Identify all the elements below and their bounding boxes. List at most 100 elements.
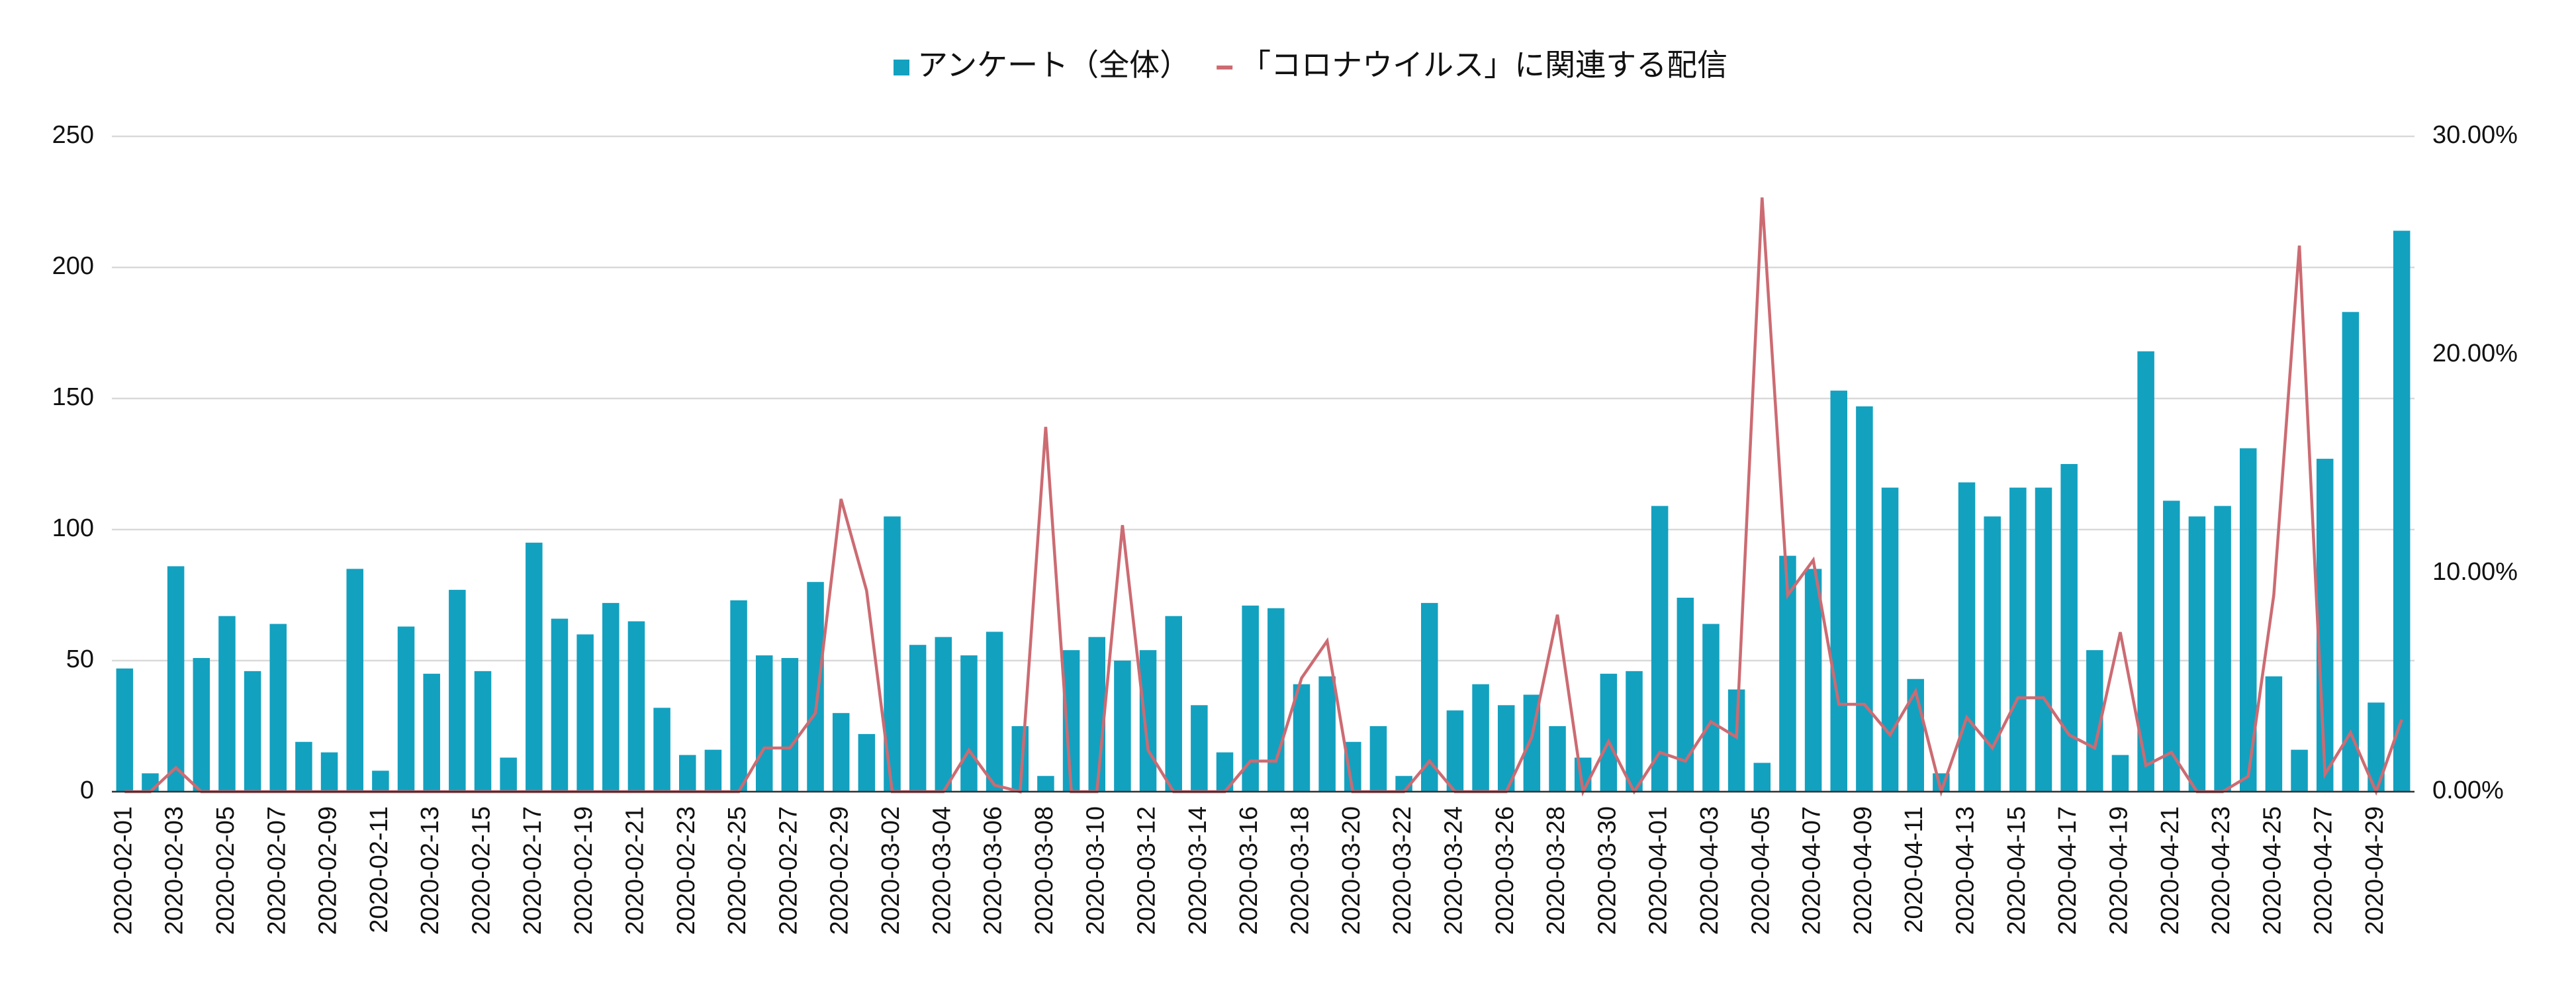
bar (730, 600, 747, 792)
x-tick-label: 2020-02-09 (314, 806, 342, 935)
bar (1165, 616, 1182, 792)
bar (1881, 487, 1899, 792)
y2-tick-label: 30.00% (2432, 121, 2518, 149)
bar (2265, 676, 2283, 792)
x-tick-label: 2020-02-05 (212, 806, 240, 935)
bar (1984, 516, 2001, 792)
y2-tick-label: 10.00% (2432, 558, 2518, 586)
bar (142, 773, 159, 792)
bar (2137, 351, 2154, 792)
x-tick-label: 2020-04-19 (2105, 806, 2133, 935)
x-tick-label: 2020-03-16 (1235, 806, 1263, 935)
bar (551, 618, 569, 792)
bar (2342, 312, 2360, 792)
legend-label: アンケート（全体） (917, 48, 1190, 82)
bar (704, 749, 722, 792)
x-tick-label: 2020-02-23 (672, 806, 700, 935)
bar (1191, 705, 1208, 792)
bar (832, 713, 850, 792)
bar (320, 752, 338, 792)
bar (1907, 678, 1924, 792)
bar (781, 658, 799, 792)
bar (755, 655, 773, 792)
y2-tick-label: 20.00% (2432, 340, 2518, 367)
x-tick-label: 2020-03-26 (1491, 806, 1519, 935)
bar (1318, 676, 1336, 792)
x-tick-label: 2020-02-21 (621, 806, 649, 935)
bar (526, 542, 543, 792)
bar (1702, 624, 1720, 792)
x-tick-label: 2020-04-09 (1849, 806, 1877, 935)
bar (1856, 406, 1873, 792)
legend-swatch (894, 60, 909, 75)
x-tick-label: 2020-03-28 (1542, 806, 1570, 935)
bar (1446, 710, 1464, 792)
bar (1242, 605, 1259, 792)
bar (627, 621, 645, 792)
bar (602, 602, 620, 792)
bar (218, 616, 236, 792)
bar (1293, 684, 1311, 792)
bar (960, 655, 978, 792)
bar (1037, 776, 1054, 792)
bar (397, 626, 415, 792)
y2-tick-label: 0.00% (2432, 776, 2504, 804)
bar (2111, 755, 2129, 792)
x-tick-label: 2020-02-27 (774, 806, 802, 935)
line (124, 197, 2403, 797)
bar (653, 708, 670, 792)
bar (1369, 726, 1387, 792)
x-tick-label: 2020-04-05 (1747, 806, 1774, 935)
x-tick-label: 2020-04-21 (2156, 806, 2184, 935)
bar (1088, 637, 1105, 792)
bar (1626, 671, 1643, 792)
x-tick-label: 2020-03-06 (980, 806, 1007, 935)
bar (986, 631, 1003, 792)
x-tick-label: 2020-02-01 (109, 806, 137, 935)
x-tick-label: 2020-03-08 (1031, 806, 1058, 935)
x-tick-label: 2020-04-13 (1952, 806, 1980, 935)
bar (2393, 230, 2411, 792)
y-tick-label: 250 (52, 121, 94, 149)
x-tick-label: 2020-03-02 (877, 806, 905, 935)
x-tick-label: 2020-03-24 (1440, 806, 1467, 935)
bar (372, 771, 389, 792)
x-tick-label: 2020-03-22 (1389, 806, 1416, 935)
bar (2316, 459, 2334, 792)
bar (269, 624, 287, 792)
x-tick-label: 2020-02-11 (365, 806, 393, 933)
bar (193, 658, 210, 792)
x-tick-label: 2020-04-01 (1645, 806, 1673, 935)
bar (423, 673, 440, 792)
x-tick-label: 2020-04-23 (2207, 806, 2235, 935)
x-tick-label: 2020-04-27 (2310, 806, 2338, 935)
x-tick-label: 2020-02-25 (723, 806, 751, 935)
y-tick-label: 0 (80, 776, 94, 804)
bar (1549, 726, 1566, 792)
x-tick-label: 2020-02-03 (161, 806, 189, 935)
x-tick-label: 2020-04-15 (2003, 806, 2031, 935)
x-tick-label: 2020-04-25 (2258, 806, 2286, 935)
bar (935, 637, 952, 792)
bar (2009, 487, 2027, 792)
bar (116, 668, 134, 792)
bar (2060, 464, 2078, 792)
bar (1139, 650, 1157, 792)
x-tick-label: 2020-03-18 (1287, 806, 1314, 935)
bar (2214, 506, 2231, 792)
bar (2291, 749, 2308, 792)
bar (167, 566, 185, 792)
bar (1600, 673, 1618, 792)
y-tick-label: 100 (52, 514, 94, 542)
x-tick-label: 2020-03-30 (1593, 806, 1621, 935)
y-tick-label: 200 (52, 252, 94, 280)
bar (1753, 763, 1771, 792)
legend-label: 「コロナウイルス」に関連する配信 (1240, 48, 1727, 82)
bar (2163, 500, 2180, 792)
bar (500, 757, 517, 792)
bar (909, 645, 927, 792)
x-tick-label: 2020-02-29 (826, 806, 854, 935)
bar (2035, 487, 2052, 792)
